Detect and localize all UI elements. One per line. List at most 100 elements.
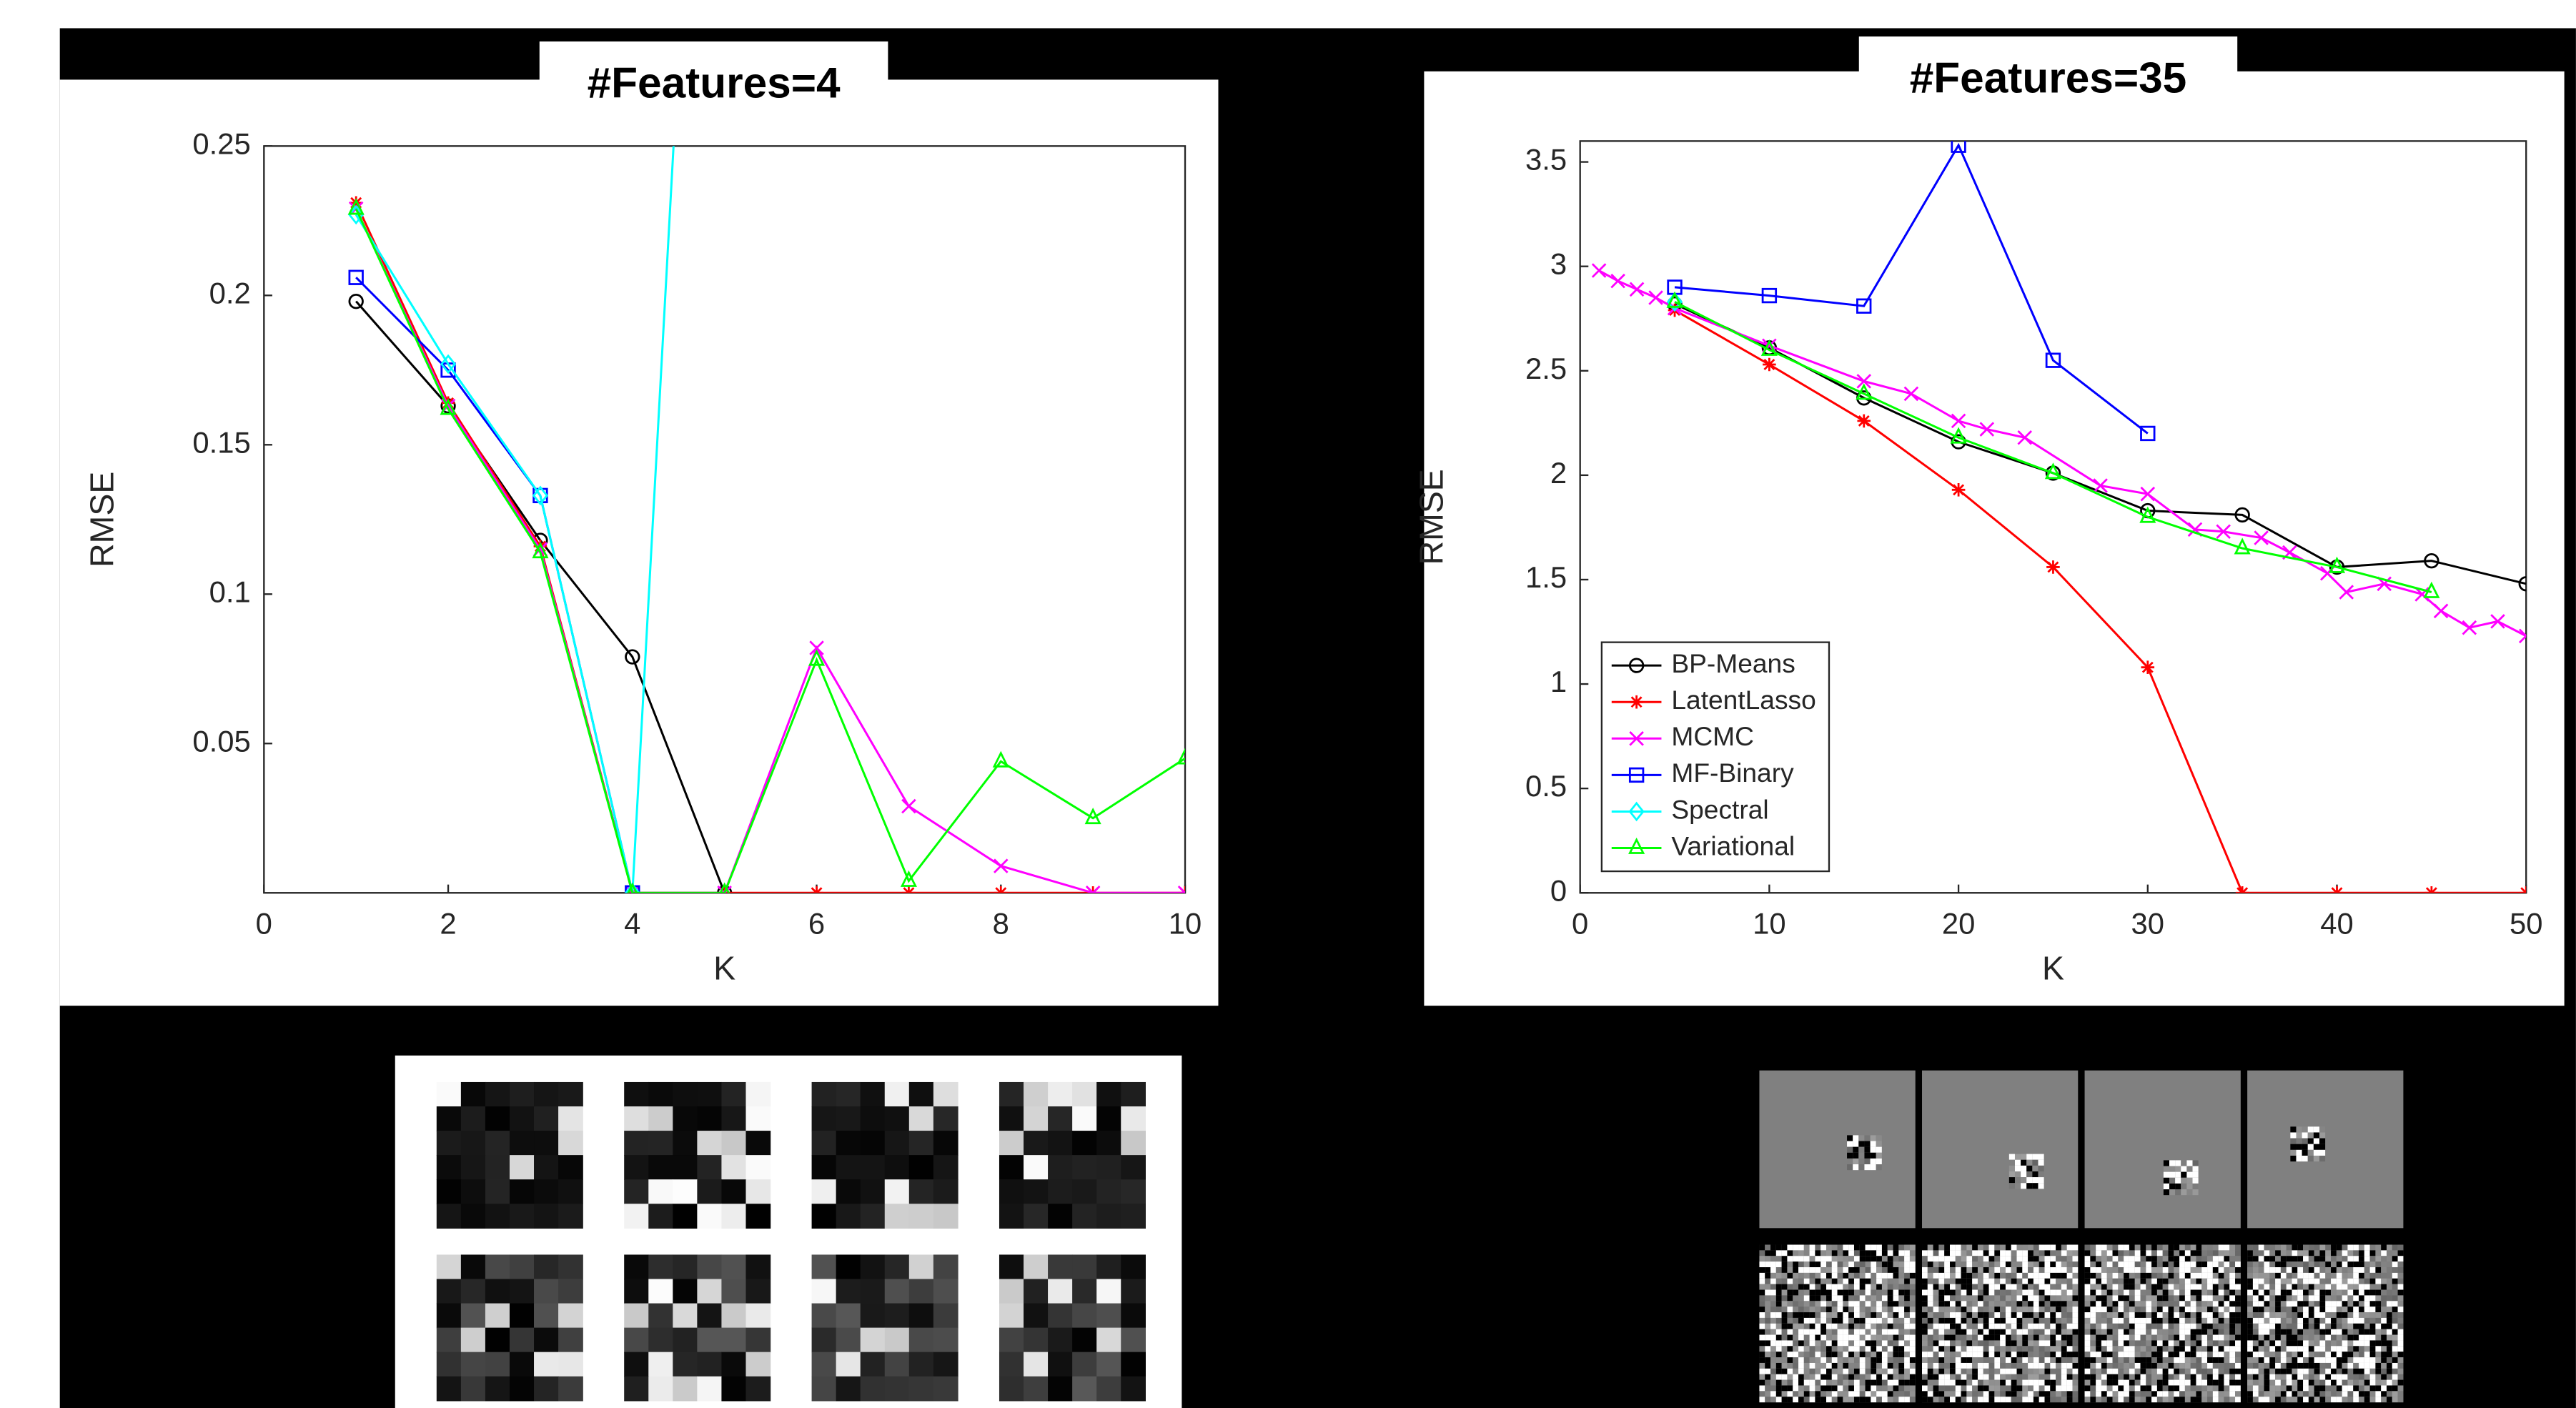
pixel [2033,1307,2039,1312]
pixel [2017,1245,2023,1251]
pixel [1759,1329,1765,1335]
pixel [2135,1374,2141,1380]
pixel [1048,1352,1073,1377]
pixel [1776,1250,1782,1256]
pixel [2107,1391,2113,1397]
pixel [2179,1335,2185,1341]
pixel [2141,1261,2146,1267]
pixel [2287,1324,2292,1329]
pixel [2163,1256,2169,1261]
pixel [2135,1324,2141,1329]
pixel [2039,1335,2045,1341]
pixel [2000,1295,2006,1301]
pixel [1860,1329,1866,1335]
pixel [2331,1261,2337,1267]
pixel [2235,1385,2241,1391]
pixel [2009,1154,2015,1160]
pixel [1978,1301,1983,1307]
pixel [1810,1335,1815,1341]
pixel [885,1131,910,1156]
pixel [2292,1295,2297,1301]
pixel [2045,1290,2051,1296]
pixel [2174,1267,2179,1273]
pixel [2319,1340,2325,1346]
pixel [2281,1363,2287,1369]
pixel [2207,1346,2213,1352]
pixel [2387,1391,2392,1397]
pixel [2045,1385,2051,1391]
pixel [2219,1369,2224,1374]
pixel [1854,1261,1860,1267]
pixel [909,1131,934,1156]
pixel [2309,1357,2314,1363]
pixel [2124,1363,2129,1369]
pixel [2201,1295,2207,1301]
pixel [2219,1312,2224,1318]
pixel [2146,1335,2151,1341]
pixel [558,1131,583,1156]
pixel [2370,1261,2376,1267]
pixel [2314,1279,2320,1284]
pixel [2141,1318,2146,1324]
pixel [2050,1290,2056,1296]
pixel [2174,1352,2179,1357]
pixel [2157,1385,2163,1391]
pixel [1765,1290,1770,1296]
pixel [1938,1295,1944,1301]
pixel [1759,1261,1765,1267]
pixel [1882,1363,1888,1369]
pixel [2061,1250,2067,1256]
pixel [1994,1352,2000,1357]
pixel [2325,1245,2331,1251]
pixel [2000,1363,2006,1369]
pixel [2000,1245,2006,1251]
pixel [2264,1256,2270,1261]
pixel [1888,1369,1893,1374]
pixel [1798,1369,1804,1374]
pixel [1860,1369,1866,1374]
pixel [2364,1273,2370,1279]
screenshot: #Features=402468100.050.10.150.20.25KRMS… [0,0,2576,1408]
pixel [2163,1397,2169,1402]
pixel [1765,1352,1770,1357]
pixel [2032,1177,2038,1183]
pixel [1866,1340,1871,1346]
pixel [2229,1385,2235,1391]
pixel [2359,1301,2364,1307]
pixel [1804,1385,1810,1391]
pixel [1787,1397,1793,1402]
pixel [2303,1312,2309,1318]
pixel [2006,1261,2011,1267]
pixel [1787,1385,1793,1391]
pixel [2072,1312,2078,1318]
pixel [2207,1295,2213,1301]
pixel [2381,1307,2387,1312]
pixel [2185,1352,2191,1357]
pixel [2196,1324,2201,1329]
pixel [2146,1380,2151,1386]
pixel [1983,1279,1989,1284]
pixel [2107,1250,2113,1256]
pixel [2370,1250,2376,1256]
pixel [1832,1346,1838,1352]
pixel [1882,1346,1888,1352]
pixel [2033,1335,2039,1341]
pixel [2151,1352,2157,1357]
pixel [2169,1166,2175,1172]
pixel [1838,1307,1843,1312]
pixel [1024,1204,1049,1229]
pixel [1928,1352,1933,1357]
pixel [1782,1245,1788,1251]
pixel [1928,1301,1933,1307]
pixel [2219,1357,2224,1363]
pixel [2381,1284,2387,1290]
pixel [2207,1312,2213,1318]
pixel [1966,1340,1972,1346]
pixel [1904,1374,1910,1380]
pixel [1950,1256,1956,1261]
pixel [2247,1318,2253,1324]
pixel [2028,1245,2033,1251]
x-tick-label: 2 [440,907,456,941]
pixel [1843,1324,1848,1329]
pixel [1871,1135,1876,1141]
